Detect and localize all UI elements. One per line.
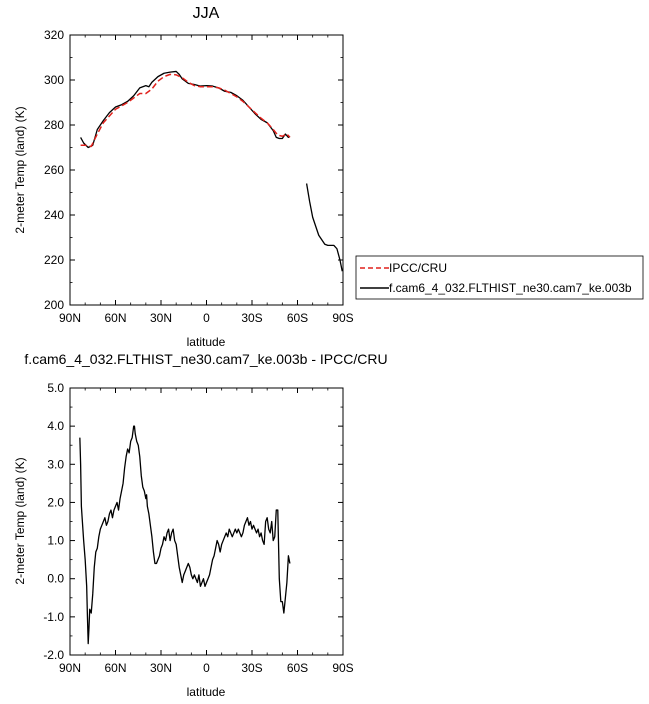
series-line-2 [305,183,343,272]
legend-box [355,255,644,300]
y-tick-label: 4.0 [47,419,64,433]
x-tick-label: 0 [203,311,210,325]
x-axis-label: latitude [187,335,226,349]
legend-label-model: f.cam6_4_032.FLTHIST_ne30.cam7_ke.003b [389,281,632,295]
y-tick-label: 2.0 [47,495,64,509]
x-tick-label: 30S [241,311,262,325]
y-tick-label: 220 [44,253,64,267]
legend-label-ipcc-cru: IPCC/CRU [389,261,447,275]
x-axis-label: latitude [187,685,226,699]
x-tick-label: 90S [332,311,353,325]
x-tick-label: 30S [241,661,262,675]
y-tick-label: 1.0 [47,534,64,548]
series-lines [79,425,291,645]
x-tick-label: 60S [287,311,308,325]
x-tick-label: 60S [287,661,308,675]
legend: IPCC/CRU f.cam6_4_032.FLTHIST_ne30.cam7_… [355,255,644,300]
x-tick-label: 90S [332,661,353,675]
chart-difference: f.cam6_4_032.FLTHIST_ne30.cam7_ke.003b -… [13,351,388,699]
plot-frame [69,387,344,656]
y-tick-label: 0.0 [47,572,64,586]
y-tick-label: 260 [44,163,64,177]
axis-ticks: 90N 60N 30N 0 30S 60S 90S 200 220 240 260 280 300 320 [44,28,354,325]
chart-title: JJA [193,5,220,22]
y-axis-label: 2-meter Temp (land) (K) [13,106,27,233]
x-tick-label: 60N [104,661,126,675]
y-tick-label: 280 [44,118,64,132]
y-tick-label: -1.0 [43,610,64,624]
x-tick-label: 30N [150,311,172,325]
x-tick-label: 90N [59,661,81,675]
x-tick-label: 60N [104,311,126,325]
x-tick-label: 30N [150,661,172,675]
x-tick-label: 90N [59,311,81,325]
y-tick-label: 200 [44,298,64,312]
y-axis-label: 2-meter Temp (land) (K) [13,457,27,584]
chart-temperature: JJA 2-meter Temp (land) (K) latitude 90N… [13,5,354,349]
series-line-0 [79,425,291,645]
chart-title: f.cam6_4_032.FLTHIST_ne30.cam7_ke.003b -… [24,351,387,367]
y-tick-label: 3.0 [47,457,64,471]
x-tick-label: 0 [203,661,210,675]
y-tick-label: 240 [44,208,64,222]
y-tick-label: -2.0 [43,648,64,662]
series-line-0 [80,73,291,148]
plot-frame [69,34,344,306]
axis-ticks: 90N 60N 30N 0 30S 60S 90S -2.0 -1.0 0.0 1.0 2.0 3.0 4… [43,381,353,675]
y-tick-label: 300 [44,73,64,87]
y-tick-label: 320 [44,28,64,42]
series-line-1 [80,70,291,149]
series-lines [80,70,343,272]
y-tick-label: 5.0 [47,381,64,395]
